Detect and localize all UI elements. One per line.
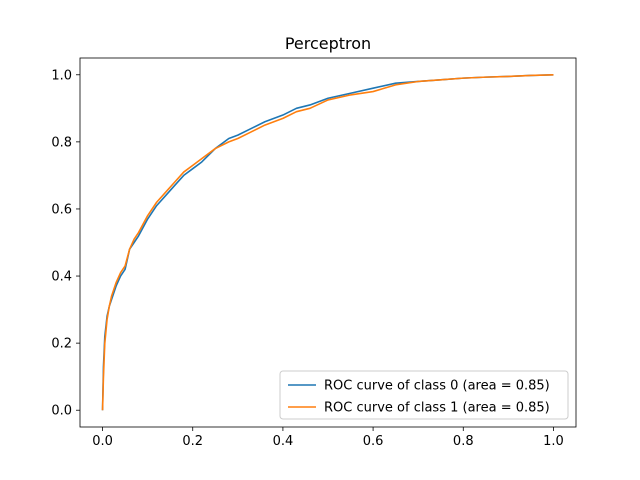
- legend-label: ROC curve of class 0 (area = 0.85): [324, 379, 550, 394]
- y-tick-label: 0.4: [51, 270, 72, 285]
- x-tick-label: 1.0: [543, 434, 564, 449]
- legend: ROC curve of class 0 (area = 0.85) ROC cu…: [279, 370, 569, 420]
- y-tick-label: 0.6: [51, 202, 72, 217]
- axes-frame: [79, 57, 577, 428]
- legend-box: [279, 370, 569, 420]
- y-tick-label: 0.8: [51, 135, 72, 150]
- x-tick-label: 0.0: [92, 434, 113, 449]
- legend-label: ROC curve of class 1 (area = 0.85): [324, 401, 550, 416]
- x-axis: 0.0 0.2 0.4 0.6 0.8 1.0: [92, 427, 564, 449]
- chart-title: Perceptron: [285, 34, 371, 53]
- y-tick-label: 0.0: [51, 404, 72, 419]
- x-tick-label: 0.4: [273, 434, 294, 449]
- x-tick-label: 0.6: [363, 434, 384, 449]
- x-tick-label: 0.8: [453, 434, 474, 449]
- x-tick-label: 0.2: [182, 434, 203, 449]
- series-layer: [101, 73, 554, 411]
- y-tick-label: 1.0: [51, 68, 72, 83]
- y-axis: 0.0 0.2 0.4 0.6 0.8 1.0: [51, 68, 80, 419]
- y-tick-label: 0.2: [51, 337, 72, 352]
- series-line-class-1: [101, 73, 554, 411]
